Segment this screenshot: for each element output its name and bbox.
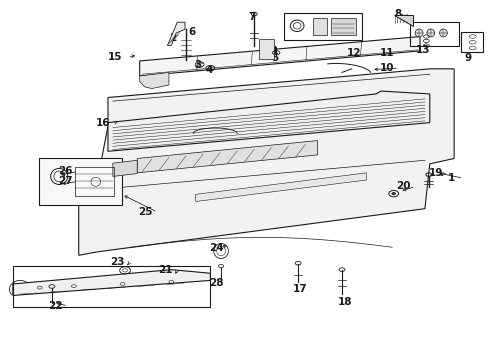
Text: 11: 11: [379, 48, 394, 58]
Text: 13: 13: [415, 45, 429, 55]
Text: 23: 23: [110, 257, 125, 267]
Text: 20: 20: [395, 181, 410, 192]
Text: 5: 5: [270, 53, 278, 63]
Text: 2: 2: [168, 33, 176, 43]
Polygon shape: [79, 69, 453, 255]
Text: 3: 3: [194, 59, 202, 69]
Ellipse shape: [439, 29, 447, 37]
Text: 1: 1: [447, 173, 454, 183]
Polygon shape: [113, 160, 137, 176]
Text: 14: 14: [264, 46, 278, 56]
Text: 9: 9: [463, 53, 470, 63]
Polygon shape: [140, 37, 419, 76]
Polygon shape: [195, 173, 366, 202]
Bar: [312, 18, 327, 35]
Text: 18: 18: [337, 297, 351, 307]
Ellipse shape: [426, 29, 434, 37]
Polygon shape: [137, 140, 317, 173]
Bar: [259, 39, 273, 59]
Text: 8: 8: [394, 9, 401, 19]
Text: 12: 12: [346, 48, 361, 58]
Text: 16: 16: [96, 118, 110, 128]
Text: 19: 19: [428, 168, 443, 178]
Ellipse shape: [414, 29, 422, 37]
Bar: [330, 18, 355, 35]
Polygon shape: [393, 15, 412, 26]
Text: 17: 17: [293, 284, 307, 294]
Text: 21: 21: [158, 265, 172, 275]
Polygon shape: [13, 270, 210, 296]
Text: 15: 15: [108, 52, 122, 62]
Polygon shape: [167, 22, 184, 45]
Text: 27: 27: [58, 176, 73, 186]
Text: 6: 6: [188, 27, 195, 37]
Text: 10: 10: [379, 63, 393, 73]
Text: 28: 28: [209, 278, 224, 288]
Polygon shape: [140, 72, 168, 89]
Text: 24: 24: [208, 243, 223, 253]
Bar: [75, 167, 114, 196]
Text: 7: 7: [248, 12, 255, 22]
Text: 26: 26: [58, 166, 73, 176]
Ellipse shape: [391, 192, 395, 195]
Polygon shape: [108, 91, 429, 151]
Text: 25: 25: [138, 207, 152, 217]
Text: 22: 22: [48, 301, 63, 311]
Text: 4: 4: [205, 64, 213, 75]
Polygon shape: [39, 158, 122, 205]
